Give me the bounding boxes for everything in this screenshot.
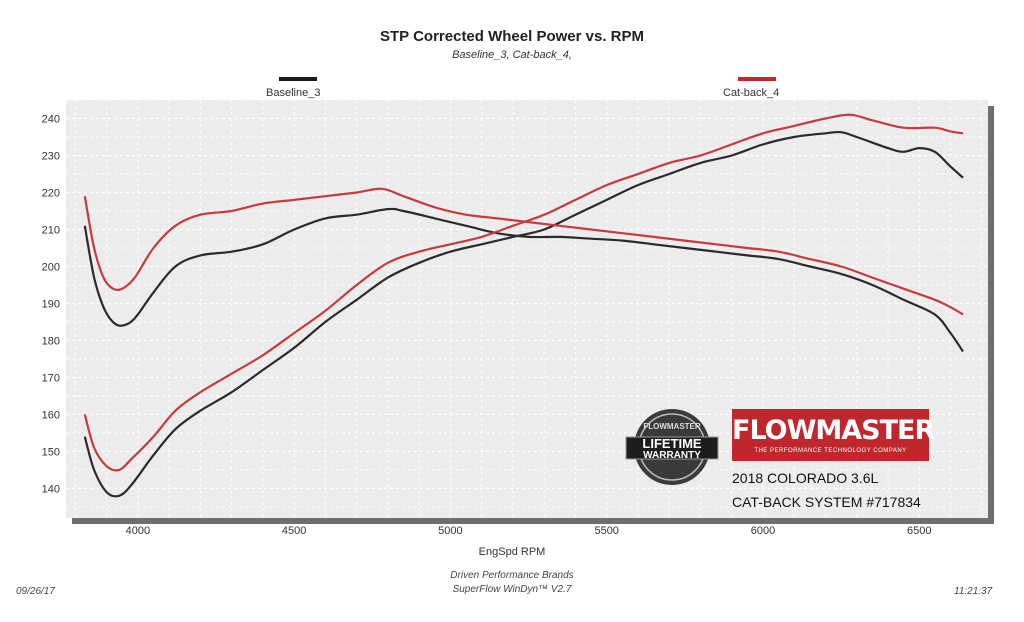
y-tick-label: 190 bbox=[42, 298, 60, 310]
y-tick-label: 180 bbox=[42, 335, 60, 347]
x-tick-label: 5500 bbox=[594, 525, 618, 537]
x-tick-label: 4500 bbox=[282, 525, 306, 537]
footer-date: 09/26/17 bbox=[16, 586, 55, 597]
x-tick-label: 4000 bbox=[126, 525, 150, 537]
vehicle-line-2: CAT-BACK SYSTEM #717834 bbox=[732, 494, 921, 510]
y-tick-label: 160 bbox=[42, 409, 60, 421]
series-line-catback-torque bbox=[83, 187, 964, 316]
series-line-catback-power bbox=[83, 113, 964, 472]
y-tick-label: 220 bbox=[42, 187, 60, 199]
y-tick-label: 150 bbox=[42, 446, 60, 458]
seal-warranty-text: WARRANTY bbox=[643, 450, 701, 461]
y-tick-label: 230 bbox=[42, 150, 60, 162]
vehicle-line-1: 2018 COLORADO 3.6L bbox=[732, 470, 879, 486]
footer-time: 11:21:37 bbox=[954, 586, 993, 597]
y-tick-label: 240 bbox=[42, 113, 60, 125]
series-line-baseline-power bbox=[83, 130, 964, 498]
chart-subtitle: Baseline_3, Cat-back_4, bbox=[452, 49, 572, 61]
footer-line-1: Driven Performance Brands bbox=[450, 570, 574, 581]
flowmaster-logo: FLOWMASTER THE PERFORMANCE TECHNOLOGY CO… bbox=[732, 409, 935, 461]
y-tick-label: 210 bbox=[42, 224, 60, 236]
x-tick-label: 6500 bbox=[907, 525, 931, 537]
footer-line-2: SuperFlow WinDyn™ V2.7 bbox=[452, 584, 572, 595]
legend-label-catback: Cat-back_4 bbox=[723, 87, 780, 99]
legend-swatch-catback bbox=[738, 77, 776, 81]
chart-title: STP Corrected Wheel Power vs. RPM bbox=[380, 28, 644, 45]
y-tick-label: 140 bbox=[42, 483, 60, 495]
legend-label-baseline: Baseline_3 bbox=[266, 87, 321, 99]
flowmaster-wordmark: FLOWMASTER bbox=[732, 415, 935, 446]
y-tick-label: 200 bbox=[42, 261, 60, 273]
x-axis-label: EngSpd RPM bbox=[478, 546, 546, 558]
seal-top-text: FLOWMASTER bbox=[643, 422, 701, 431]
seal-lifetime-text: LIFETIME bbox=[642, 436, 702, 451]
lifetime-warranty-seal: FLOWMASTER LIFETIME WARRANTY bbox=[625, 409, 719, 485]
flowmaster-tagline: THE PERFORMANCE TECHNOLOGY COMPANY bbox=[754, 448, 907, 454]
x-tick-label: 6000 bbox=[751, 525, 775, 537]
x-tick-label: 5000 bbox=[438, 525, 462, 537]
series-line-baseline-torque bbox=[83, 207, 964, 353]
legend-swatch-baseline bbox=[279, 77, 317, 81]
y-tick-label: 170 bbox=[42, 372, 60, 384]
